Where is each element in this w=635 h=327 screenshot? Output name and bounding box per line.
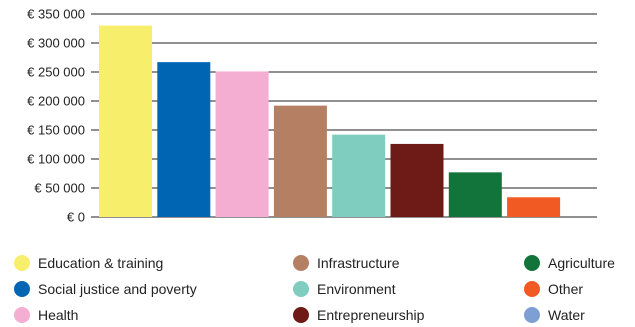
legend-swatch — [524, 281, 540, 297]
legend-item: Infrastructure — [293, 252, 399, 274]
y-tick-label: € 300 000 — [27, 36, 85, 51]
legend-swatch — [293, 255, 309, 271]
bar-environment — [332, 134, 386, 217]
legend-label: Education & training — [38, 255, 164, 271]
bar-chart: € 0 € 50 000 € 100 000 € 150 000 € 200 000 € … — [27, 7, 597, 225]
legend-swatch — [14, 281, 30, 297]
legend-item: Other — [524, 278, 583, 300]
y-tick-label: € 50 000 — [34, 181, 85, 196]
legend-swatch — [524, 307, 540, 323]
y-tick-label: € 200 000 — [27, 94, 85, 109]
legend-label: Health — [38, 307, 79, 323]
legend-swatch — [293, 307, 309, 323]
legend-item: Environment — [293, 278, 396, 300]
legend-label: Infrastructure — [317, 255, 400, 271]
legend-label: Water — [548, 307, 585, 323]
legend-item: Agriculture — [524, 252, 615, 274]
y-tick-label: € 0 — [67, 210, 85, 225]
bar-agriculture — [448, 172, 502, 217]
bar-entrepreneurship — [390, 143, 444, 217]
legend-label: Agriculture — [548, 255, 615, 271]
bar-health — [215, 71, 269, 217]
legend-item: Entrepreneurship — [293, 304, 424, 326]
chart-bars — [99, 25, 561, 217]
legend-label: Other — [548, 281, 584, 297]
legend-item: Water — [524, 304, 585, 326]
legend-swatch — [14, 255, 30, 271]
y-tick-label: € 250 000 — [27, 65, 85, 80]
y-tick-label: € 350 000 — [27, 7, 85, 22]
bar-social-justice-and-poverty — [157, 62, 211, 217]
bar-infrastructure — [273, 105, 327, 217]
y-tick-label: € 150 000 — [27, 123, 85, 138]
legend-label: Entrepreneurship — [317, 307, 425, 323]
y-axis-tick-labels: € 0 € 50 000 € 100 000 € 150 000 € 200 000 € … — [27, 7, 85, 225]
legend-label: Environment — [317, 281, 396, 297]
bar-education-training — [99, 25, 152, 217]
legend-item: Health — [14, 304, 78, 326]
legend-swatch — [524, 255, 540, 271]
chart-legend: Education & training Social justice and p… — [0, 250, 635, 327]
legend-label: Social justice and poverty — [38, 281, 197, 297]
legend-item: Education & training — [14, 252, 163, 274]
legend-swatch — [293, 281, 309, 297]
legend-swatch — [14, 307, 30, 323]
bar-other — [507, 197, 561, 217]
y-tick-label: € 100 000 — [27, 152, 85, 167]
legend-item: Social justice and poverty — [14, 278, 197, 300]
